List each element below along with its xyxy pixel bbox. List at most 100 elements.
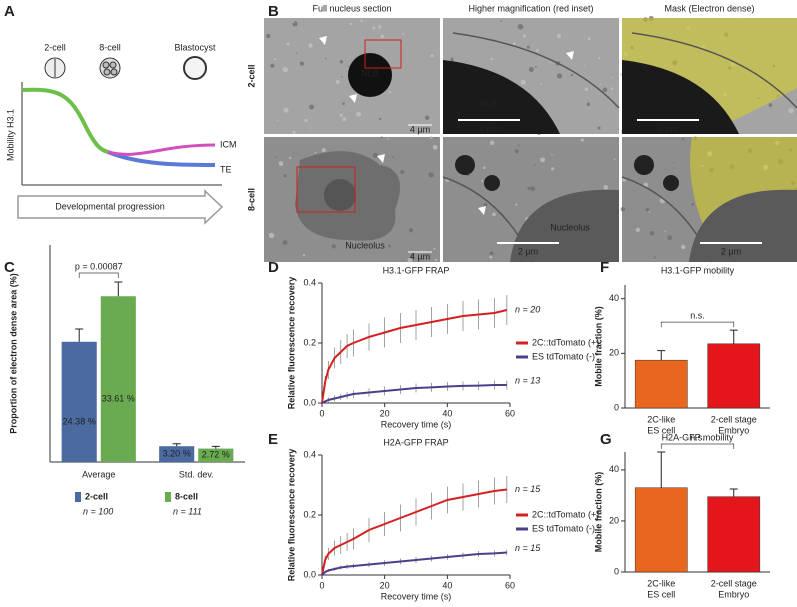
x-tick-label: 40 (442, 408, 452, 418)
bar (198, 448, 234, 462)
texture (489, 255, 493, 259)
legend-label: ES tdTomato (-) (532, 523, 595, 533)
texture (276, 119, 279, 121)
x-tick-label: 2-cell stage (711, 414, 757, 424)
x-tick-label: ES cell (647, 589, 675, 599)
bar (634, 487, 688, 573)
embryo-icon (183, 56, 207, 80)
stage-label: 8-cell (99, 42, 121, 52)
arrowhead (566, 51, 574, 60)
legend-label: ES tdTomato (-) (532, 351, 595, 361)
texture (430, 54, 434, 58)
texture (611, 76, 613, 79)
texture (372, 152, 378, 158)
y-tick-label: 0.2 (303, 509, 316, 519)
n-label: n = 15 (515, 484, 541, 494)
column-header: Full nucleus section (312, 3, 391, 13)
panel-label: C (4, 259, 15, 276)
nucleus-edge (631, 32, 797, 109)
texture (522, 34, 527, 38)
texture (270, 63, 275, 68)
texture (299, 61, 304, 66)
bar (707, 343, 761, 409)
texture (481, 179, 484, 182)
texture (347, 65, 349, 67)
texture (379, 117, 382, 120)
n-label: n = 13 (515, 375, 540, 385)
arrowhead (349, 94, 357, 103)
x-tick-label: Std. dev. (179, 469, 214, 479)
stage-label: Blastocyst (174, 42, 216, 52)
nlb-label: NLB (361, 68, 379, 78)
texture (410, 254, 414, 258)
texture (387, 137, 389, 140)
legend-swatch (75, 492, 81, 502)
texture (653, 256, 657, 259)
scale-label: 2 µm (721, 246, 741, 256)
texture (428, 172, 434, 178)
texture (500, 20, 502, 22)
legend-label: 2C::tdTomato (+) (532, 509, 599, 519)
texture (282, 240, 288, 246)
texture (310, 128, 312, 130)
texture (580, 138, 584, 142)
texture (342, 117, 347, 122)
chart-title: H2A-GFP mobility (662, 432, 734, 442)
error-bar (657, 350, 666, 361)
x-tick-label: 20 (380, 580, 390, 590)
nlb-label: NLB (479, 98, 497, 108)
texture (339, 59, 344, 64)
bar (61, 341, 97, 462)
texture (321, 147, 326, 153)
texture (551, 154, 553, 156)
legend-swatch (165, 492, 171, 502)
scale-label: 2 µm (658, 123, 678, 133)
branch-label: TE (220, 164, 232, 174)
progress-arrow (17, 189, 224, 225)
texture (528, 66, 534, 73)
texture (325, 57, 327, 60)
bar (707, 496, 761, 573)
texture (540, 82, 542, 85)
error-bar (75, 328, 84, 342)
y-axis-label: Mobility H3.1 (5, 109, 15, 161)
texture (599, 83, 602, 85)
y-tick-label: 0 (614, 566, 619, 576)
row-label: 8-cell (246, 188, 256, 211)
texture (380, 136, 383, 139)
vesicle (484, 175, 500, 191)
texture (314, 151, 317, 154)
panel-label: D (268, 259, 279, 276)
n-label: n = 20 (515, 304, 540, 314)
nlb (443, 60, 560, 134)
x-tick-label: 20 (380, 408, 390, 418)
vesicle (663, 175, 679, 191)
inset (296, 166, 356, 213)
x-axis-label: Developmental progression (55, 201, 165, 211)
texture (586, 102, 591, 106)
texture (598, 56, 601, 60)
value-label: 3.20 % (163, 448, 191, 458)
legend-label: 2-cell (85, 491, 108, 501)
inset (364, 39, 402, 69)
embryo-icon (99, 57, 121, 79)
bar (100, 296, 136, 462)
bar (159, 446, 195, 462)
legend-label: 8-cell (175, 491, 198, 501)
texture (378, 25, 382, 29)
texture (556, 73, 563, 79)
bar (634, 359, 688, 409)
vesicle (455, 155, 475, 175)
texture (278, 161, 284, 166)
texture (283, 174, 287, 178)
texture (402, 32, 405, 35)
texture (331, 244, 336, 249)
value-label: 2.72 % (202, 450, 230, 460)
texture (275, 156, 278, 158)
curve (107, 150, 216, 167)
y-tick-label: 0.0 (303, 397, 316, 407)
panel-label: A (4, 3, 15, 20)
y-axis-label: Mobile fraction (%) (593, 306, 603, 387)
texture (302, 253, 306, 257)
